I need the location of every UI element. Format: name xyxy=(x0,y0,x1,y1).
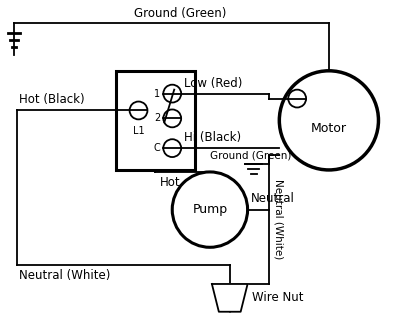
Text: Neutral (White): Neutral (White) xyxy=(18,269,110,282)
Text: C: C xyxy=(154,143,160,153)
Text: Neutral: Neutral xyxy=(250,192,294,205)
Circle shape xyxy=(130,102,148,119)
Text: Hot: Hot xyxy=(160,176,181,189)
Text: Ground (Green): Ground (Green) xyxy=(134,7,226,20)
Circle shape xyxy=(163,110,181,127)
Text: Wire Nut: Wire Nut xyxy=(252,291,303,304)
Text: Motor: Motor xyxy=(311,122,347,135)
Text: 1: 1 xyxy=(154,89,160,99)
Bar xyxy=(116,71,195,170)
Text: Neutral (White): Neutral (White) xyxy=(273,179,283,260)
Circle shape xyxy=(288,90,306,108)
Circle shape xyxy=(163,139,181,157)
Text: Ground (Green): Ground (Green) xyxy=(210,150,291,160)
Polygon shape xyxy=(212,284,248,312)
Text: 2: 2 xyxy=(154,113,160,123)
Circle shape xyxy=(163,85,181,103)
Text: Pump: Pump xyxy=(192,203,228,216)
Text: L1: L1 xyxy=(133,126,144,136)
Text: Hot (Black): Hot (Black) xyxy=(18,93,84,107)
Text: Hi (Black): Hi (Black) xyxy=(184,131,241,144)
Text: Low (Red): Low (Red) xyxy=(184,77,242,90)
